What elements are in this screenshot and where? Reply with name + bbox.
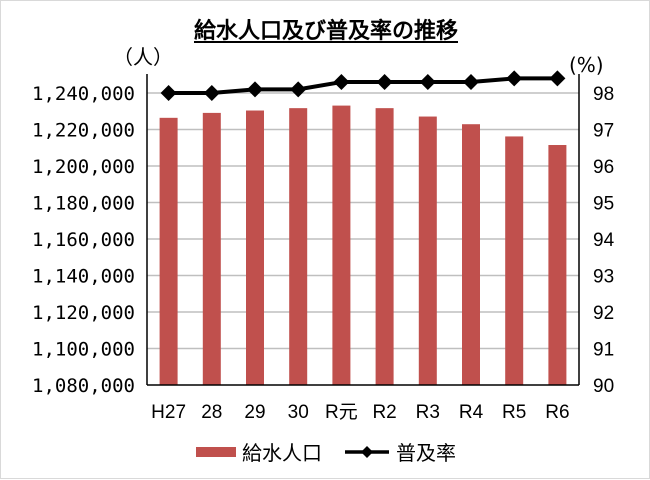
x-tick-label: 28	[201, 402, 222, 423]
diamond-marker-icon	[419, 74, 436, 91]
right-tick-label: 92	[593, 303, 614, 324]
right-tick-label: 94	[593, 230, 615, 251]
x-tick-label: R5	[502, 402, 526, 423]
diamond-marker-icon	[247, 81, 263, 98]
x-tick-label: 29	[244, 402, 265, 423]
bar-R4	[462, 124, 480, 386]
left-tick-label: 1,160,000	[32, 229, 135, 251]
diamond-marker-icon	[463, 74, 479, 91]
bar-R5	[505, 136, 524, 385]
right-tick-label: 93	[593, 267, 614, 288]
rate-line	[168, 76, 558, 95]
bar-swatch-icon	[196, 446, 236, 457]
legend-item-line: 普及率	[344, 437, 456, 466]
legend-item-bar: 給水人口	[196, 437, 322, 466]
diamond-marker-icon	[376, 74, 393, 91]
left-tick-label: 1,100,000	[32, 339, 135, 361]
diamond-marker-icon	[549, 70, 566, 87]
right-tick-label: 90	[593, 376, 614, 397]
right-tick-label: 91	[593, 340, 614, 361]
right-tick-label: 97	[593, 121, 614, 142]
left-tick-label: 1,120,000	[32, 302, 135, 324]
left-tick-label: 1,240,000	[32, 83, 135, 105]
bar-H27	[159, 117, 178, 385]
x-tick-label: H27	[151, 402, 186, 423]
chart-title: 給水人口及び普及率の推移	[193, 19, 458, 44]
right-axis-unit: (%)	[569, 53, 604, 77]
x-tick-label: R4	[459, 402, 484, 423]
right-tick-label: 98	[593, 84, 614, 105]
bar-29	[246, 110, 264, 386]
diamond-marker-icon	[203, 85, 220, 101]
chart-legend: 給水人口 普及率	[1, 437, 650, 466]
bar-R2	[375, 108, 394, 386]
left-tick-label: 1,220,000	[32, 120, 135, 142]
x-tick-label: R6	[545, 402, 569, 423]
diamond-marker-icon	[160, 85, 177, 101]
diamond-marker-icon	[333, 74, 350, 91]
diamond-marker-icon	[506, 70, 523, 87]
bar-R3	[418, 116, 437, 385]
left-tick-label: 1,080,000	[32, 375, 135, 397]
right-tick-label: 95	[593, 194, 614, 215]
bar-R元	[332, 105, 351, 385]
bar-R6	[548, 145, 567, 385]
x-tick-label: R3	[416, 402, 440, 423]
legend-bar-label: 給水人口	[242, 441, 322, 465]
right-tick-label: 96	[593, 157, 614, 178]
line-diamond-swatch-icon	[345, 445, 389, 458]
left-axis-unit: （人）	[113, 45, 173, 69]
bar-30	[289, 108, 308, 386]
left-tick-label: 1,200,000	[32, 156, 135, 178]
diamond-marker-icon	[290, 81, 307, 98]
bar-28	[202, 112, 221, 385]
x-tick-label: R元	[325, 402, 358, 423]
left-tick-label: 1,180,000	[32, 193, 135, 215]
legend-line-label: 普及率	[396, 441, 456, 465]
x-tick-label: R2	[372, 402, 396, 423]
x-tick-label: 30	[288, 402, 309, 423]
left-tick-label: 1,140,000	[32, 266, 135, 288]
